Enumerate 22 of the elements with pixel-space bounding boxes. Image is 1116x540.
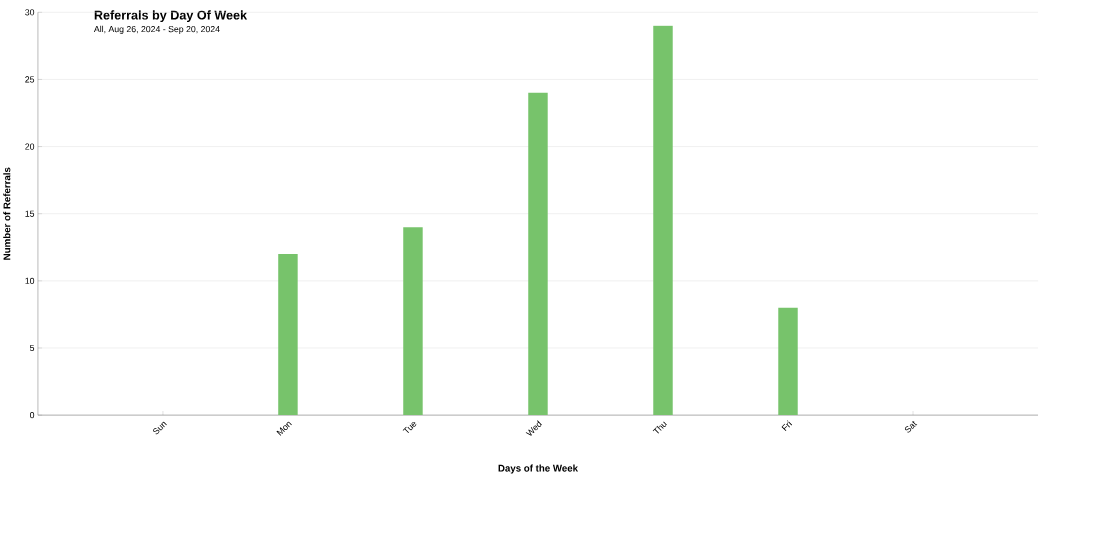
x-tick-label: Mon xyxy=(276,421,292,436)
y-tick-label: 5 xyxy=(30,344,35,352)
y-tick-label: 20 xyxy=(25,143,35,150)
bar xyxy=(653,25,673,416)
y-tick-label: 30 xyxy=(25,9,35,16)
bar xyxy=(278,253,298,416)
bar xyxy=(778,307,798,416)
chart-title: Referrals by Day Of Week xyxy=(94,10,248,23)
x-tick-label: Sat xyxy=(904,420,918,433)
bar xyxy=(403,227,423,416)
y-tick-label: 25 xyxy=(25,76,35,83)
x-tick-label: Sun xyxy=(153,421,167,435)
y-axis-title: Number of Referrals xyxy=(3,167,11,260)
bar xyxy=(528,92,548,416)
y-tick-label: 15 xyxy=(25,210,35,217)
x-axis-title: Days of the Week xyxy=(498,464,579,474)
y-tick-label: 0 xyxy=(29,412,35,419)
y-tick-label: 10 xyxy=(25,277,35,284)
text: All, Aug 26, 2024 - Sep 20, 2024 xyxy=(93,25,220,34)
x-tick-label: Thu xyxy=(652,421,668,434)
x-tick-label: Fri xyxy=(781,420,793,432)
x-tick-label: Tue xyxy=(402,421,417,434)
